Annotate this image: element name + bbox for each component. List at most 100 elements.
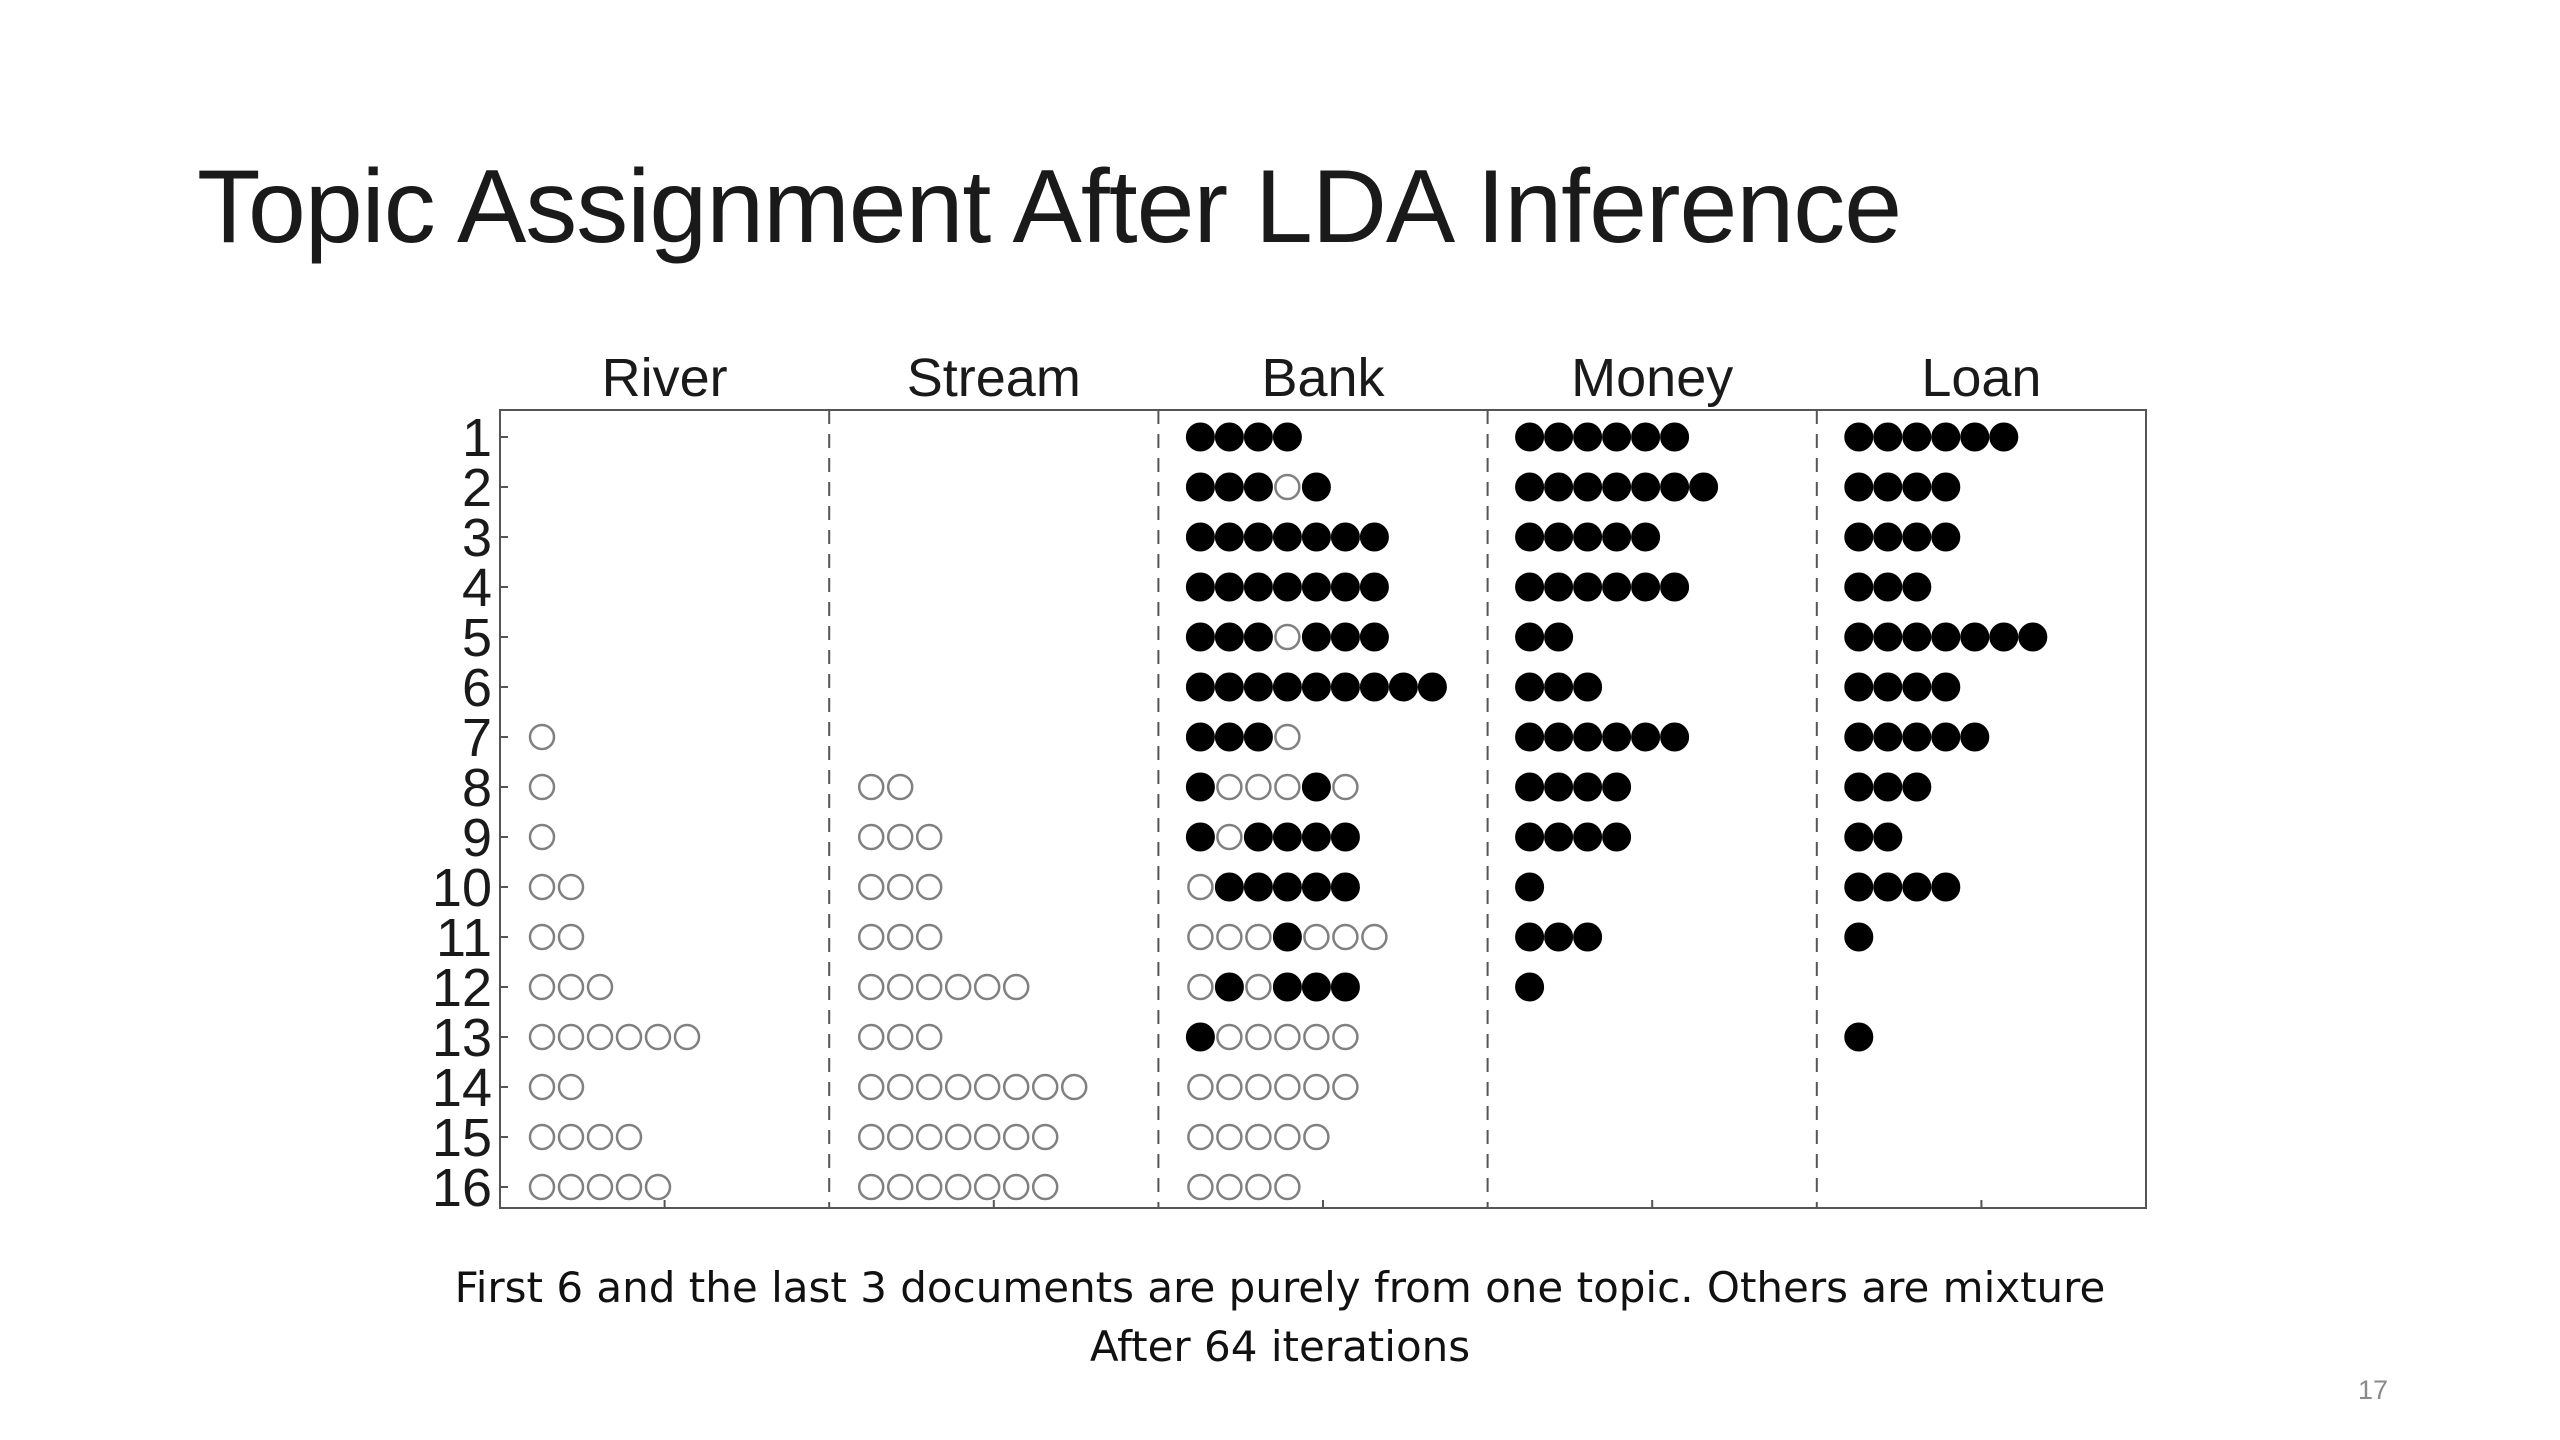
token-hollow: [1216, 773, 1243, 801]
token-filled: [1243, 822, 1273, 852]
token-hollow: [1216, 823, 1243, 851]
token-hollow: [615, 1023, 643, 1051]
token-hollow: [1332, 1073, 1359, 1101]
token-filled: [1243, 622, 1273, 652]
token-hollow: [886, 1023, 914, 1051]
token-hollow: [973, 1123, 1001, 1151]
token-filled: [1873, 772, 1903, 802]
token-filled: [1272, 872, 1302, 902]
row-label-5: 5: [462, 608, 492, 668]
token-filled: [1243, 672, 1273, 702]
token-filled: [1515, 472, 1545, 502]
token-hollow: [915, 1023, 943, 1051]
token-filled: [1631, 722, 1661, 752]
column-headers: River Stream Bank Money Loan: [602, 348, 2042, 408]
token-hollow: [1303, 1073, 1330, 1101]
token-filled: [1573, 472, 1603, 502]
row-label-13: 13: [432, 1008, 492, 1068]
token-filled: [1689, 472, 1719, 502]
token-filled: [1844, 1022, 1874, 1052]
row-label-7: 7: [462, 708, 492, 768]
token-hollow: [528, 1173, 556, 1201]
token-filled: [1631, 572, 1661, 602]
token-filled: [1272, 922, 1302, 952]
token-hollow: [1216, 923, 1243, 951]
token-hollow: [857, 1173, 885, 1201]
token-filled: [1515, 922, 1545, 952]
token-filled: [1844, 622, 1874, 652]
token-filled: [1902, 622, 1932, 652]
token-hollow: [1216, 1123, 1243, 1151]
token-filled: [1873, 472, 1903, 502]
row-label-10: 10: [432, 858, 492, 918]
token-hollow: [1274, 473, 1301, 501]
token-filled: [2018, 622, 2048, 652]
token-filled: [1544, 622, 1574, 652]
token-filled: [1544, 772, 1574, 802]
row-label-8: 8: [462, 758, 492, 818]
token-filled: [1573, 822, 1603, 852]
token-filled: [1272, 672, 1302, 702]
token-filled: [1544, 672, 1574, 702]
token-hollow: [1274, 723, 1301, 751]
token-hollow: [1361, 923, 1388, 951]
token-filled: [1185, 772, 1215, 802]
token-hollow: [915, 873, 943, 901]
token-filled: [1388, 672, 1418, 702]
token-filled: [1185, 622, 1215, 652]
token-hollow: [615, 1173, 643, 1201]
token-filled: [1660, 422, 1690, 452]
row-label-16: 16: [432, 1158, 492, 1218]
token-hollow: [557, 873, 585, 901]
token-filled: [1873, 822, 1903, 852]
token-filled: [1873, 422, 1903, 452]
token-filled: [1873, 522, 1903, 552]
token-hollow: [857, 923, 885, 951]
token-hollow: [528, 823, 556, 851]
token-hollow: [1245, 1073, 1272, 1101]
token-hollow: [644, 1173, 672, 1201]
token-filled: [1185, 1022, 1215, 1052]
caption-line-2: After 64 iterations: [1089, 1322, 1471, 1371]
token-hollow: [1332, 923, 1359, 951]
token-hollow: [1245, 923, 1272, 951]
token-hollow: [1303, 1123, 1330, 1151]
token-hollow: [886, 923, 914, 951]
token-filled: [1873, 722, 1903, 752]
token-hollow: [528, 1023, 556, 1051]
token-hollow: [1303, 923, 1330, 951]
token-filled: [1544, 422, 1574, 452]
token-hollow: [1332, 773, 1359, 801]
column-dividers: [828, 410, 1818, 1208]
token-filled: [1185, 672, 1215, 702]
row-label-6: 6: [462, 658, 492, 718]
token-hollow: [644, 1023, 672, 1051]
token-hollow: [1245, 1023, 1272, 1051]
token-hollow: [915, 1173, 943, 1201]
token-hollow: [1245, 973, 1272, 1001]
token-filled: [1960, 622, 1990, 652]
token-filled: [1243, 572, 1273, 602]
token-filled: [1359, 672, 1389, 702]
token-filled: [1631, 422, 1661, 452]
token-hollow: [857, 873, 885, 901]
token-filled: [1873, 872, 1903, 902]
token-hollow: [1031, 1073, 1059, 1101]
token-filled: [1330, 972, 1360, 1002]
token-filled: [1417, 672, 1447, 702]
token-filled: [1330, 522, 1360, 552]
token-filled: [1330, 872, 1360, 902]
token-filled: [1301, 572, 1331, 602]
token-filled: [1902, 522, 1932, 552]
token-filled: [1515, 822, 1545, 852]
column-header-river: River: [602, 348, 728, 408]
token-filled: [1602, 422, 1632, 452]
token-filled: [1330, 822, 1360, 852]
row-label-4: 4: [462, 558, 492, 618]
token-hollow: [973, 973, 1001, 1001]
token-filled: [1272, 522, 1302, 552]
row-label-14: 14: [432, 1058, 492, 1118]
token-hollow: [915, 1123, 943, 1151]
token-filled: [1544, 522, 1574, 552]
